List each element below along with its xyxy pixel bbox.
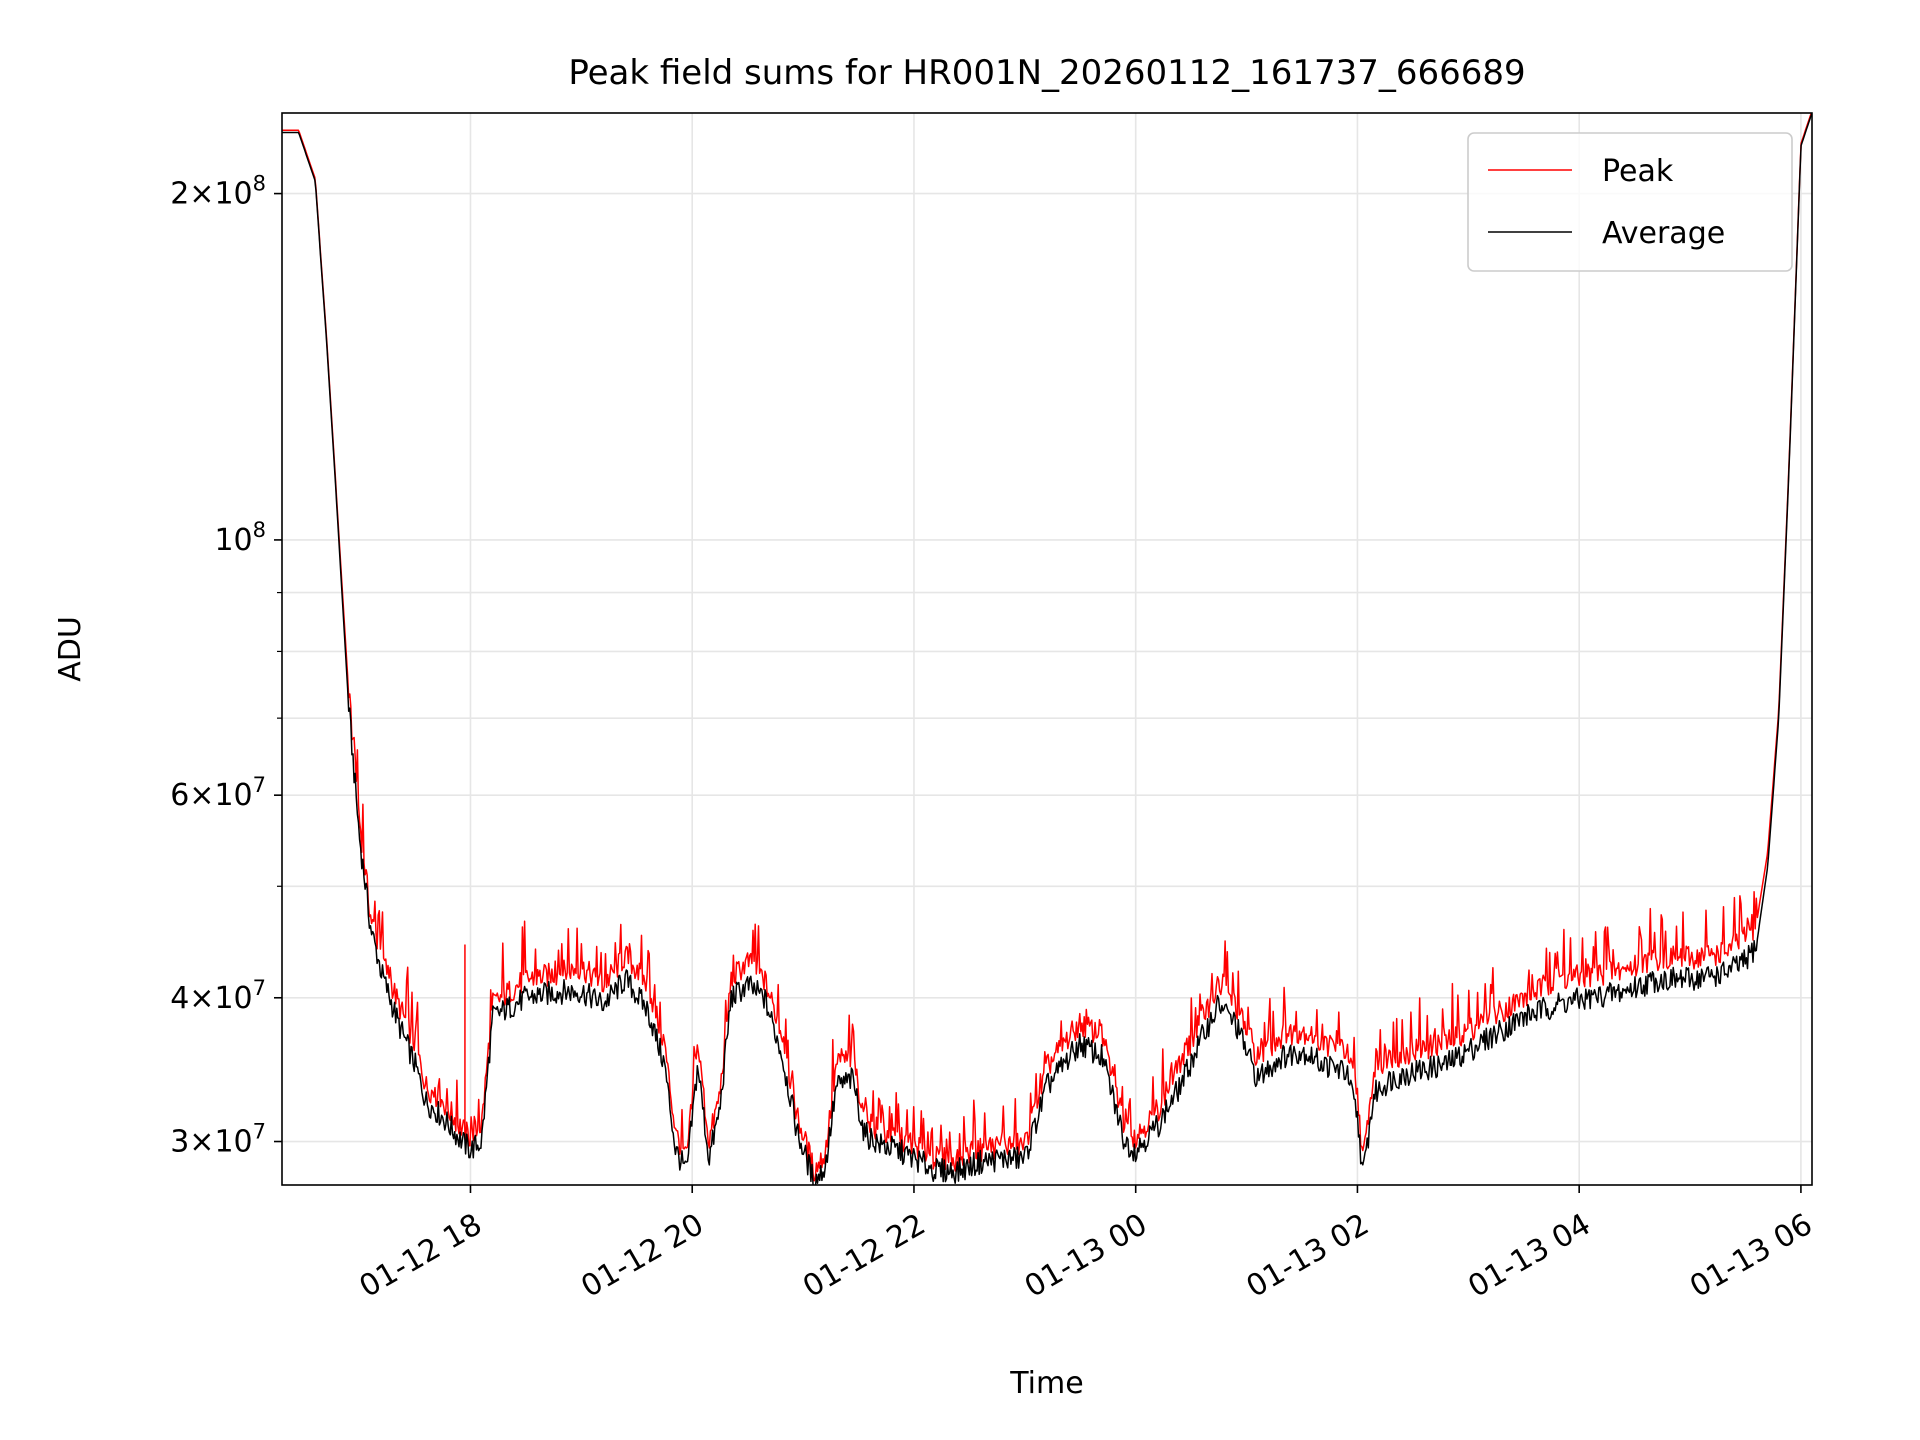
series-layer <box>282 113 1812 1185</box>
y-tick-mantissa: 2×10 <box>170 177 252 212</box>
y-tick-mantissa: 3×10 <box>170 1125 252 1160</box>
y-tick-mantissa: 6×10 <box>170 778 252 813</box>
legend-box <box>1467 132 1793 272</box>
plot-area <box>282 113 1812 1185</box>
y-tick-label: 108 <box>214 518 266 558</box>
y-tick-exponent: 7 <box>253 773 266 797</box>
grid <box>282 113 1812 1185</box>
peak-series-line <box>282 113 1812 1182</box>
y-tick-exponent: 8 <box>253 518 266 542</box>
y-tick-label: 2×108 <box>170 172 266 212</box>
chart-title: Peak field sums for HR001N_20260112_1617… <box>568 53 1525 93</box>
legend-average-label: Average <box>1602 216 1725 251</box>
legend-peak-label: Peak <box>1602 154 1674 189</box>
x-axis-label: Time <box>1009 1366 1083 1401</box>
y-tick-exponent: 7 <box>253 1120 266 1144</box>
y-tick-label: 6×107 <box>170 773 266 813</box>
y-axis-label: ADU <box>53 616 88 682</box>
plot-frame <box>281 112 1813 1186</box>
legend: Peak Average <box>1467 132 1793 272</box>
y-tick-mantissa: 4×10 <box>170 981 252 1016</box>
y-tick-label: 4×107 <box>170 976 266 1016</box>
average-series-line <box>282 113 1812 1185</box>
y-tick-exponent: 7 <box>253 976 266 1000</box>
y-tick-exponent: 8 <box>253 172 266 196</box>
y-tick-mantissa: 10 <box>214 523 252 558</box>
y-tick-label: 3×107 <box>170 1120 266 1160</box>
